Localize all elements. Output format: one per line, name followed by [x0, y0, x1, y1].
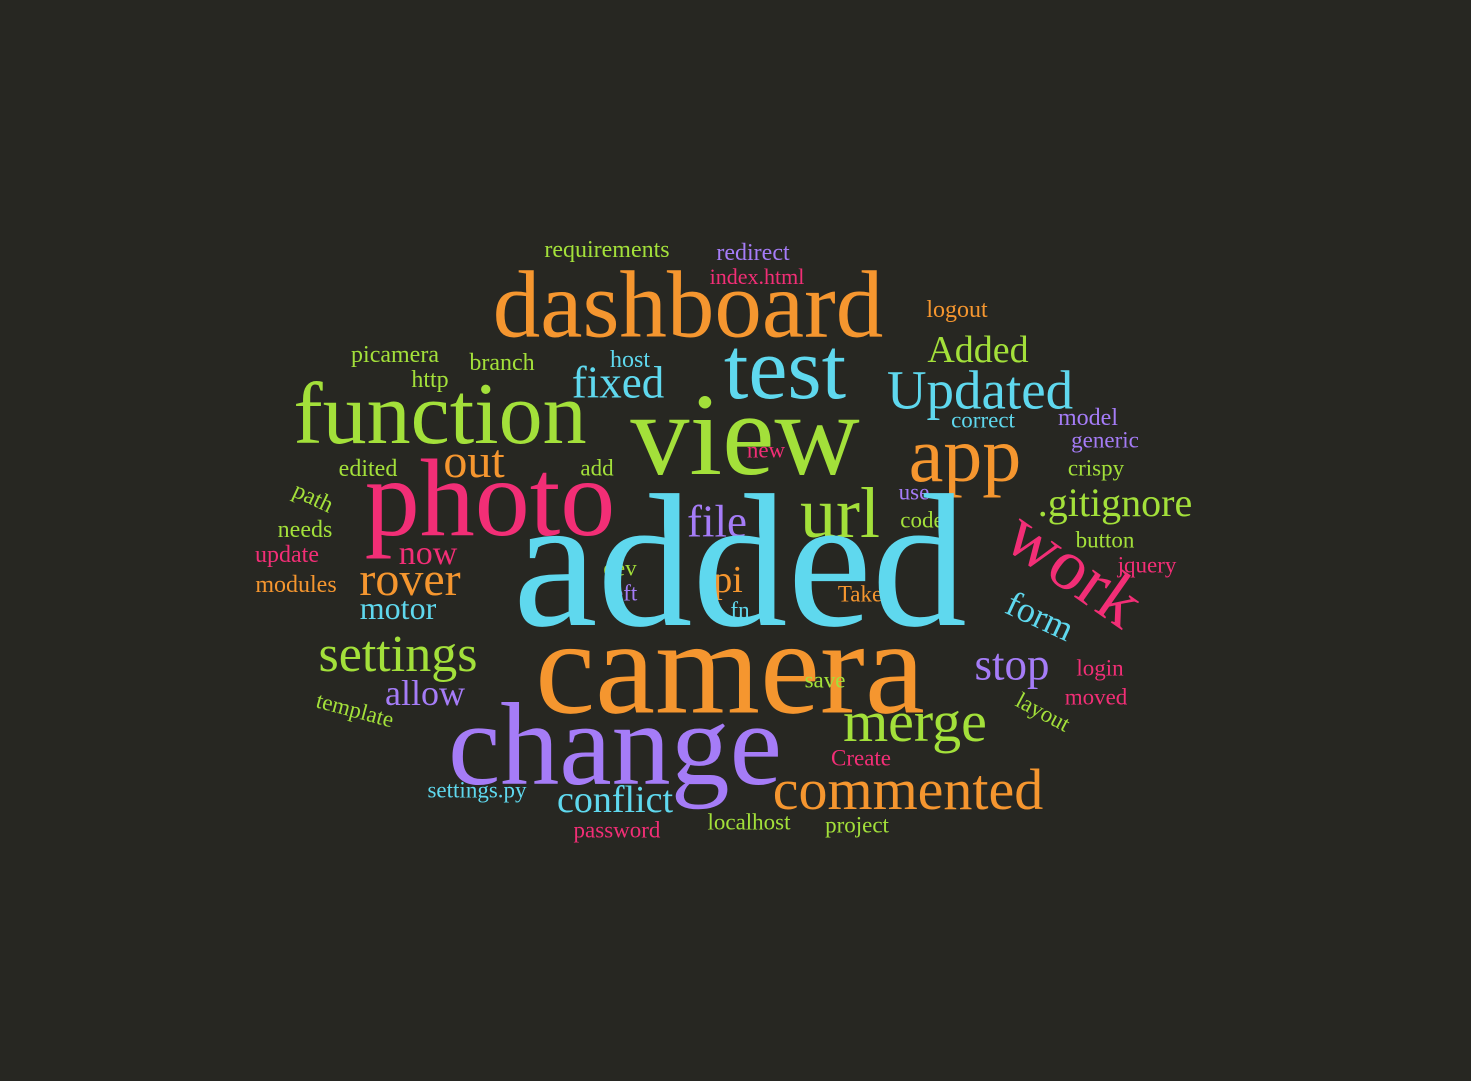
word-app: app — [908, 411, 1022, 498]
word-new: new — [746, 437, 786, 463]
word-login: login — [1076, 655, 1124, 681]
word-modules: modules — [255, 572, 337, 598]
word-conflict: conflict — [556, 779, 674, 821]
word-url: url — [800, 473, 880, 553]
word-merge: merge — [843, 689, 987, 754]
word-test: test — [723, 321, 847, 418]
word-correct: correct — [951, 407, 1015, 433]
word-added: added — [513, 457, 967, 667]
word-now: now — [398, 535, 458, 572]
word-add: add — [580, 455, 614, 481]
word-stop: stop — [974, 639, 1050, 690]
word-model: model — [1058, 405, 1118, 431]
word-photo: photo — [364, 437, 616, 559]
word-generic: generic — [1071, 427, 1139, 453]
word-pi: pi — [713, 559, 743, 601]
word-change: change — [447, 679, 783, 810]
word-crispy: crispy — [1067, 455, 1125, 481]
word-edited: edited — [338, 456, 398, 482]
word-index-html: index.html — [709, 264, 805, 289]
word-save: save — [804, 667, 846, 693]
word-out: out — [443, 435, 505, 488]
word-jquery: jquery — [1117, 552, 1177, 578]
word-commented: commented — [772, 757, 1044, 822]
word-path: path — [288, 477, 338, 519]
word-http: http — [411, 367, 449, 393]
word-allow: allow — [385, 673, 465, 713]
word-create: Create — [830, 745, 892, 771]
word-use: use — [898, 479, 930, 505]
word-rover: rover — [359, 553, 461, 606]
word-settings-py: settings.py — [427, 777, 527, 803]
word-dev: dev — [603, 555, 637, 581]
word-function: function — [293, 366, 587, 463]
word-template: template — [313, 687, 397, 733]
word-fixed: fixed — [571, 357, 665, 408]
word-update: update — [255, 542, 319, 568]
word-branch: branch — [469, 350, 535, 376]
word-localhost: localhost — [707, 809, 791, 835]
word-moved: moved — [1064, 684, 1128, 710]
word-view: view — [630, 369, 860, 500]
word-left: left — [606, 580, 638, 606]
word-settings: settings — [318, 626, 478, 683]
word-button: button — [1075, 527, 1135, 553]
word-project: project — [825, 812, 889, 838]
word-file: file — [687, 496, 747, 547]
word-fn: fn — [730, 597, 750, 623]
word-needs: needs — [277, 517, 333, 543]
word-take: Take — [837, 581, 883, 607]
word-picamera: picamera — [351, 342, 439, 368]
word-dashboard: dashboard — [492, 251, 884, 358]
word-added-capital: Added — [927, 329, 1029, 371]
word-host: host — [609, 347, 651, 373]
word-logout: logout — [926, 297, 988, 323]
word-code: code — [900, 507, 944, 533]
word-updated: Updated — [886, 359, 1074, 421]
word-motor: motor — [359, 590, 437, 626]
word-camera: camera — [535, 593, 925, 743]
word-requirements: requirements — [544, 237, 670, 263]
word-redirect: redirect — [716, 240, 790, 266]
word-password: password — [573, 817, 661, 843]
word-gitignore: .gitignore — [1037, 480, 1193, 525]
